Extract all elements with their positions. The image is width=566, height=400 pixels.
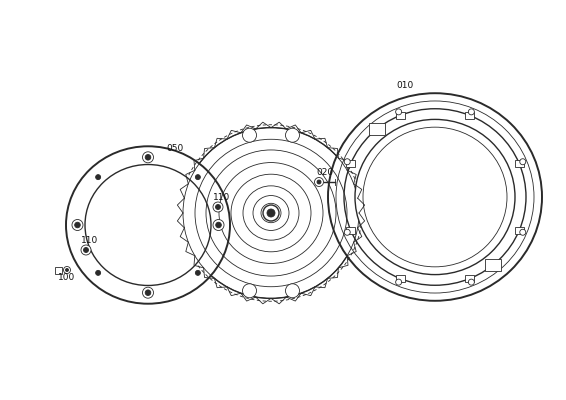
Circle shape: [396, 279, 402, 285]
Circle shape: [344, 159, 350, 165]
Circle shape: [344, 229, 350, 235]
Bar: [396, 275, 405, 282]
Circle shape: [285, 128, 299, 142]
Circle shape: [143, 152, 153, 163]
Circle shape: [63, 266, 71, 274]
Bar: [55, 266, 62, 274]
Circle shape: [242, 128, 256, 142]
Circle shape: [96, 270, 101, 275]
Circle shape: [143, 287, 153, 298]
Circle shape: [315, 178, 324, 186]
Text: 020: 020: [316, 168, 333, 177]
Text: 110: 110: [81, 236, 98, 245]
Text: 100: 100: [58, 273, 75, 282]
Circle shape: [285, 284, 299, 298]
Circle shape: [213, 202, 223, 212]
Circle shape: [81, 245, 91, 255]
Bar: [465, 112, 474, 119]
Circle shape: [84, 248, 88, 252]
Circle shape: [468, 109, 474, 115]
FancyBboxPatch shape: [368, 123, 384, 135]
Text: 110: 110: [213, 193, 230, 202]
Text: 050: 050: [166, 144, 183, 153]
Ellipse shape: [66, 146, 230, 304]
Circle shape: [96, 175, 101, 180]
Circle shape: [72, 220, 83, 230]
Circle shape: [75, 222, 80, 228]
Ellipse shape: [85, 164, 211, 286]
Ellipse shape: [355, 119, 515, 274]
Circle shape: [66, 268, 68, 272]
Circle shape: [213, 220, 224, 230]
Bar: [346, 227, 355, 234]
Bar: [396, 112, 405, 119]
Circle shape: [195, 175, 200, 180]
Circle shape: [195, 270, 200, 275]
Circle shape: [216, 222, 221, 228]
Circle shape: [267, 209, 275, 217]
Circle shape: [145, 290, 151, 296]
Circle shape: [520, 229, 526, 235]
Bar: [465, 275, 474, 282]
Bar: [514, 160, 524, 167]
Ellipse shape: [328, 93, 542, 301]
FancyBboxPatch shape: [486, 259, 501, 271]
Circle shape: [242, 284, 256, 298]
Ellipse shape: [183, 128, 359, 298]
Circle shape: [520, 159, 526, 165]
Circle shape: [145, 154, 151, 160]
Text: 010: 010: [396, 81, 413, 90]
Circle shape: [216, 204, 221, 210]
Circle shape: [396, 109, 402, 115]
Circle shape: [263, 205, 279, 221]
Bar: [514, 227, 524, 234]
Circle shape: [317, 180, 321, 184]
Circle shape: [468, 279, 474, 285]
Bar: [346, 160, 355, 167]
